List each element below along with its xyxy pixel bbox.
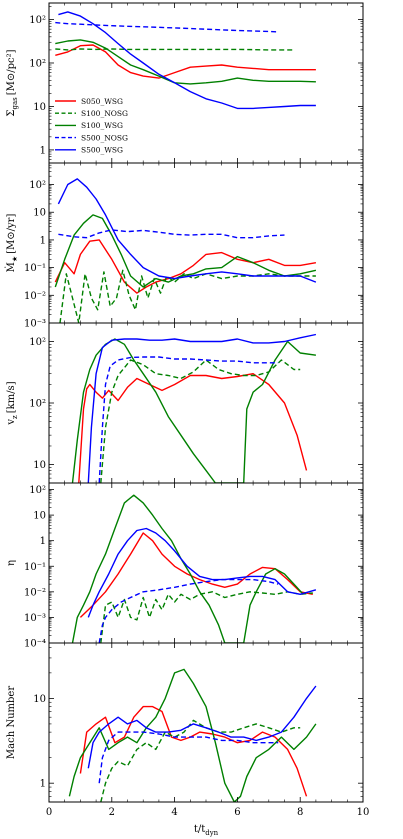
- series-line-s100-wsg: [71, 338, 316, 483]
- y-tick-label: 10²: [29, 15, 46, 26]
- panel-5-frame: [48, 642, 364, 803]
- series-line-s500-wsg: [58, 11, 316, 110]
- y-axis-label-4: η: [6, 560, 17, 566]
- y-tick-label: 10: [33, 208, 46, 219]
- y-axis-label-1: Σgas[M⊙/pc²]: [6, 49, 19, 116]
- x-axis: 0 2 4 6 8 10 t/tdyn: [46, 807, 370, 837]
- series-line-s500-nosg: [58, 229, 285, 239]
- y-tick-label: 1: [40, 779, 46, 790]
- series-line-s500-wsg: [87, 527, 317, 618]
- panel-1: 1 10 10² 10² Σgas[M⊙/pc²]: [6, 2, 364, 164]
- x-tick-label: 6: [234, 807, 240, 818]
- y-tick-label: 10: [33, 694, 46, 705]
- legend-label-s500-nosg: S500_NOSG: [81, 133, 128, 142]
- y-tick-label: 10²: [29, 399, 46, 410]
- y-tick-label: 10⁻³: [24, 613, 46, 624]
- series-line-s500-nosg: [98, 578, 279, 643]
- legend: S050_WSG S100_NOSG S100_WSG S500_NOSG S500_W…: [55, 97, 128, 155]
- series-line-s500-nosg: [98, 356, 279, 483]
- panel-3-frame: [48, 322, 364, 484]
- series-line-s050-wsg: [54, 239, 317, 294]
- y-tick-label: 10²: [29, 180, 46, 191]
- legend-label-s500-wsg: S500_WSG: [81, 146, 123, 155]
- x-tick-label: 8: [297, 807, 303, 818]
- series-line-s100-wsg: [71, 494, 304, 643]
- series-line-s500-wsg: [87, 333, 317, 483]
- y-tick-label: 10: [33, 102, 46, 113]
- panel-5: 1 10 Mach Number: [6, 642, 364, 803]
- y-tick-label: 10⁻⁴: [24, 639, 46, 650]
- y-axis-label-3: vz[km/s]: [6, 381, 19, 425]
- panel-2: 10⁻³ 10⁻² 10⁻¹ 1 10 10² Ṁ★[M⊙/yr]: [5, 162, 364, 330]
- panel-3: 10 10² 10² vz[km/s]: [6, 322, 364, 484]
- panel-2-frame: [48, 162, 364, 324]
- y-tick-label: 10: [33, 460, 46, 471]
- x-tick-label: 4: [171, 807, 177, 818]
- y-tick-label: 10⁻¹: [24, 263, 46, 274]
- series-line-s500-nosg: [98, 731, 279, 784]
- y-tick-label: 10²: [29, 58, 46, 69]
- y-axis-label-2: Ṁ★[M⊙/yr]: [5, 214, 19, 273]
- y-tick-label: 10: [33, 511, 46, 522]
- y-tick-label: 10⁻³: [24, 319, 46, 330]
- y-tick-label: 10⁻¹: [24, 562, 46, 573]
- legend-label-s100-wsg: S100_WSG: [81, 121, 123, 130]
- y-tick-label: 1: [40, 536, 46, 547]
- series-line-s100-wsg: [54, 214, 317, 288]
- y-tick-label: 10²: [29, 337, 46, 348]
- panel-4-frame: [48, 482, 364, 644]
- series-line-s100-nosg: [100, 359, 301, 483]
- y-tick-label: 1: [40, 145, 46, 156]
- legend-label-s100-nosg: S100_NOSG: [81, 109, 128, 118]
- series-line-s100-nosg: [100, 591, 313, 643]
- series-line-s050-wsg: [79, 705, 308, 797]
- x-axis-label: t/tdyn: [194, 824, 219, 837]
- y-tick-label: 10⁻²: [24, 587, 46, 598]
- series-line-s500-nosg: [55, 21, 279, 33]
- y-tick-label: 10⁻²: [24, 291, 46, 302]
- series-line-s100-nosg: [100, 719, 301, 802]
- panel-4-series: [71, 494, 317, 643]
- series-line-s500-wsg: [87, 685, 317, 769]
- series-line-s100-nosg: [59, 269, 316, 323]
- series-line-s050-wsg: [55, 44, 316, 79]
- series-line-s500-wsg: [57, 178, 317, 283]
- panel-2-series: [54, 178, 317, 323]
- series-line-s100-nosg: [55, 48, 294, 51]
- panel-1-series: [55, 11, 316, 110]
- x-tick-label: 10: [357, 807, 370, 818]
- x-tick-label: 2: [109, 807, 115, 818]
- panels-group: 1 10 10² 10² Σgas[M⊙/pc²] 10⁻³ 10⁻² 10⁻¹ 1 10 10² Ṁ…: [5, 2, 364, 803]
- legend-label-s050-wsg: S050_WSG: [81, 97, 123, 106]
- y-tick-label: 1: [40, 235, 46, 246]
- series-line-s100-wsg: [68, 668, 317, 802]
- panel-4: 10⁻⁴ 10⁻³ 10⁻² 10⁻¹ 1 10 10² η: [6, 482, 364, 650]
- panel-3-series: [71, 333, 317, 483]
- panel-5-series: [68, 668, 317, 802]
- series-line-s050-wsg: [79, 532, 313, 618]
- series-line-s050-wsg: [78, 373, 308, 483]
- y-tick-label: 10²: [29, 485, 46, 496]
- x-tick-label: 0: [46, 807, 52, 818]
- y-axis-label-5: Mach Number: [6, 686, 17, 759]
